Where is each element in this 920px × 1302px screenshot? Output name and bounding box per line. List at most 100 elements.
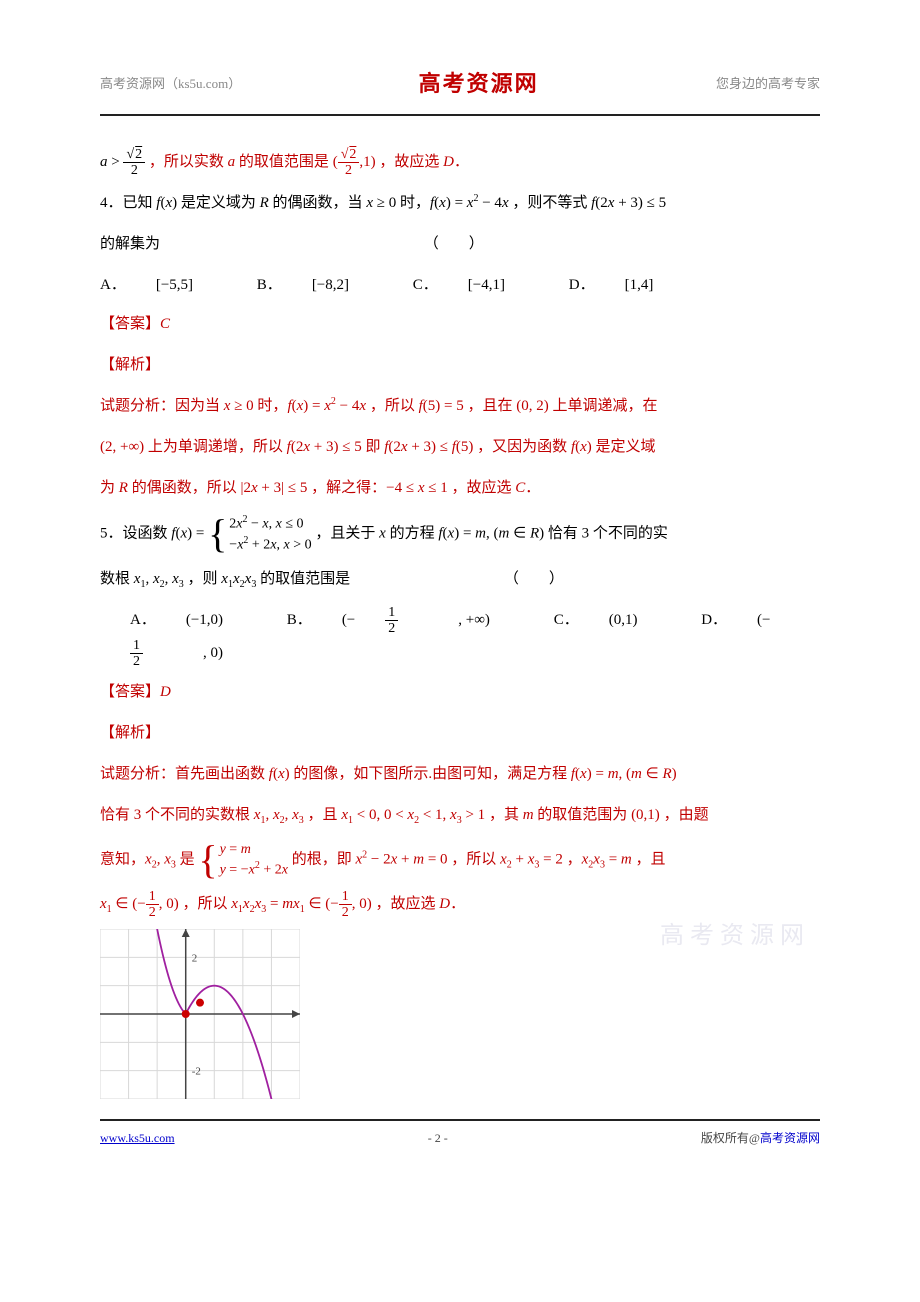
q5-ans-val: D bbox=[160, 684, 171, 700]
q4-answer: 【答案】C bbox=[100, 308, 820, 341]
q4-optD-label: D． bbox=[569, 277, 595, 293]
prelude-text2: 的取值范围是 bbox=[235, 154, 333, 170]
footer-left-link[interactable]: www.ks5u.com bbox=[100, 1125, 175, 1151]
q5-optB-label: B． bbox=[287, 612, 312, 628]
q4-stem-line1: 4．已知 f(x) 是定义域为 R 的偶函数，当 x ≥ 0 时，f(x) = … bbox=[100, 187, 820, 220]
q5-e4b: ，故应选 bbox=[375, 896, 439, 912]
page-header: 高考资源网（ks5u.com） 高考资源网 您身边的高考专家 bbox=[100, 60, 820, 108]
q5-ans-label: 【答案】 bbox=[100, 684, 160, 700]
svg-text:2: 2 bbox=[192, 952, 198, 964]
q5-exp-line2: 恰有 3 个不同的实数根 x1, x2, x3 ，且 x1 < 0, 0 < x… bbox=[100, 799, 820, 832]
q5-stem1: 5．设函数 bbox=[100, 526, 171, 542]
q5-e3f: ，且 bbox=[636, 852, 666, 868]
header-center-logo: 高考资源网 bbox=[419, 60, 539, 108]
q4-e2c: ，又因为函数 bbox=[477, 439, 571, 455]
header-divider bbox=[100, 114, 820, 116]
q4-stem2: 是定义域为 bbox=[181, 195, 260, 211]
q4-optA: [−5,5] bbox=[156, 277, 193, 293]
q4-optA-label: A． bbox=[100, 277, 126, 293]
footer-page-number: - 2 - bbox=[428, 1125, 448, 1151]
q4-optC-label: C． bbox=[413, 277, 438, 293]
q5-optA: (−1,0) bbox=[186, 612, 223, 628]
footer-right-suffix: 高考资源网 bbox=[760, 1131, 820, 1145]
q5-paren: （ ） bbox=[504, 571, 564, 587]
q5-e2b: 个不同的实数根 bbox=[145, 807, 254, 823]
q5-e3c: 的根，即 bbox=[292, 852, 356, 868]
prelude-text1: ，所以实数 bbox=[149, 154, 228, 170]
q4-exp-label: 【解析】 bbox=[100, 349, 820, 382]
q5-e4choice: D bbox=[439, 896, 450, 912]
q4-stem-line2: 的解集为 （ ） bbox=[100, 228, 820, 261]
q5-exp-label: 【解析】 bbox=[100, 717, 820, 750]
prelude-line: a > √22 ，所以实数 a 的取值范围是 (√22,1) ，故应选 D． bbox=[100, 146, 820, 179]
q5-answer: 【答案】D bbox=[100, 676, 820, 709]
q5-e3e: ， bbox=[567, 852, 582, 868]
q4-exp-line2: (2, +∞) 上为单调递增，所以 f(2x + 3) ≤ 5 即 f(2x +… bbox=[100, 431, 820, 464]
q4-paren: （ ） bbox=[424, 236, 484, 252]
q4-options: A． [−5,5] B． [−8,2] C． [−4,1] D． [1,4] bbox=[100, 269, 820, 302]
q5-stem5: 个不同的实 bbox=[593, 526, 668, 542]
q5-optC-label: C． bbox=[554, 612, 579, 628]
q5-e4a: ，所以 bbox=[182, 896, 231, 912]
prelude-text3: ，故应选 bbox=[379, 154, 443, 170]
q5-optC: (0,1) bbox=[609, 612, 638, 628]
q5-options: A．(−1,0) B．(−12, +∞) C．(0,1) D．(−12, 0) bbox=[130, 604, 820, 670]
footer-divider bbox=[100, 1119, 820, 1121]
q5-e1a: 试题分析：首先画出函数 bbox=[100, 766, 269, 782]
q4-e1c: ，所以 bbox=[370, 398, 419, 414]
q5-e2a: 恰有 bbox=[100, 807, 134, 823]
q4-exp-line3: 为 R 的偶函数，所以 |2x + 3| ≤ 5 ，解之得：−4 ≤ x ≤ 1… bbox=[100, 472, 820, 505]
q4-stem3: 的偶函数，当 bbox=[273, 195, 367, 211]
q5-stem7: ，则 bbox=[188, 571, 222, 587]
q4-optC: [−4,1] bbox=[468, 277, 505, 293]
q5-stem-line2: 数根 x1, x2, x3 ，则 x1x2x3 的取值范围是 （ ） bbox=[100, 563, 820, 596]
q4-optB-label: B． bbox=[257, 277, 282, 293]
q5-optA-label: A． bbox=[130, 612, 156, 628]
q5-exp-line3: 意知，x2, x3 是 { y = m y = −x2 + 2x 的根，即 x2… bbox=[100, 840, 820, 880]
q4-exp-line1: 试题分析：因为当 x ≥ 0 时，f(x) = x2 − 4x ，所以 f(5)… bbox=[100, 390, 820, 423]
q4-e1a: 试题分析：因为当 bbox=[100, 398, 224, 414]
q4-ans-label: 【答案】 bbox=[100, 316, 160, 332]
q5-e2c: ，且 bbox=[308, 807, 342, 823]
q4-e1b: 时， bbox=[257, 398, 287, 414]
q4-e3b: 的偶函数，所以 bbox=[132, 480, 241, 496]
q5-optD-label: D． bbox=[701, 612, 727, 628]
header-right: 您身边的高考专家 bbox=[716, 70, 820, 99]
q4-e1d: ，且在 bbox=[467, 398, 516, 414]
q4-stem6: 的解集为 bbox=[100, 236, 160, 252]
q4-stem1: 4．已知 bbox=[100, 195, 156, 211]
q5-stem4: 恰有 bbox=[548, 526, 582, 542]
q5-stem2: ，且关于 bbox=[315, 526, 379, 542]
q5-e2f: ，由题 bbox=[664, 807, 709, 823]
q5-exp-line4: x1 ∈ (−12, 0) ，所以 x1x2x3 = mx1 ∈ (−12, 0… bbox=[100, 888, 820, 921]
q4-e2b: 即 bbox=[365, 439, 384, 455]
prelude-choice: D bbox=[443, 154, 454, 170]
q4-e3c: ，解之得： bbox=[311, 480, 386, 496]
q5-exp-line1: 试题分析：首先画出函数 f(x) 的图像，如下图所示.由图可知，满足方程 f(x… bbox=[100, 758, 820, 791]
page-footer: www.ks5u.com - 2 - 版权所有@高考资源网 bbox=[100, 1125, 820, 1151]
q5-e3d: ，所以 bbox=[451, 852, 500, 868]
q5-e2d: ，其 bbox=[489, 807, 523, 823]
q4-e2d: 是定义域 bbox=[596, 439, 656, 455]
q4-optB: [−8,2] bbox=[312, 277, 349, 293]
q5-e1b: 的图像，如下图所示.由图可知，满足方程 bbox=[293, 766, 571, 782]
prelude-period: ． bbox=[454, 154, 469, 170]
q5-stem6: 数根 bbox=[100, 571, 134, 587]
q4-e3a: 为 bbox=[100, 480, 119, 496]
q4-ans-val: C bbox=[160, 316, 170, 332]
q4-optD: [1,4] bbox=[625, 277, 654, 293]
q5-e4period: ． bbox=[450, 896, 465, 912]
q5-e3a: 意知， bbox=[100, 852, 145, 868]
q4-stem5: ，则不等式 bbox=[512, 195, 591, 211]
q4-e2a: 上为单调递增，所以 bbox=[148, 439, 287, 455]
footer-right-prefix: 版权所有 bbox=[701, 1131, 749, 1145]
q4-e3period: ． bbox=[525, 480, 540, 496]
q5-stem8: 的取值范围是 bbox=[260, 571, 350, 587]
q4-stem4: 时， bbox=[400, 195, 430, 211]
q4-e1e: 上单调递减，在 bbox=[552, 398, 657, 414]
q5-stem-line1: 5．设函数 f(x) = { 2x2 − x, x ≤ 0 −x2 + 2x, … bbox=[100, 513, 820, 555]
q4-e3d: ，故应选 bbox=[451, 480, 515, 496]
graph-svg: 2-2 bbox=[100, 929, 300, 1099]
q5-e2e: 的取值范围为 bbox=[537, 807, 631, 823]
header-left: 高考资源网（ks5u.com） bbox=[100, 70, 241, 99]
